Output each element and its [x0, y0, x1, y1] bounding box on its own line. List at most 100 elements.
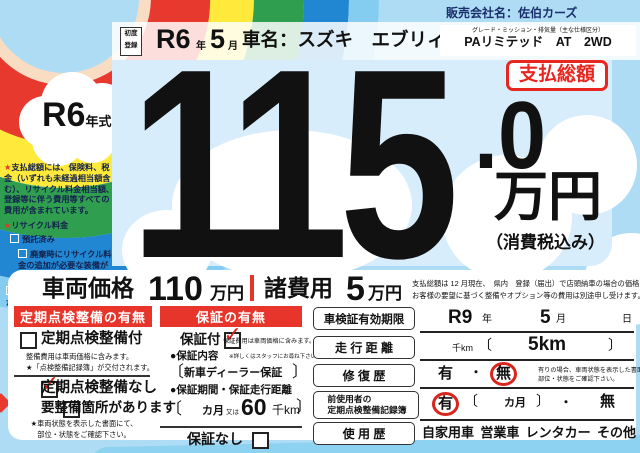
dot-separator: ・	[470, 365, 483, 379]
warranty-km-unit: 千km	[272, 403, 300, 417]
inspection-year-unit: 年	[482, 314, 492, 325]
bracket-open: 〔	[464, 393, 478, 409]
warranty-content-hint: ※詳しくはスタッフにお尋ね下さい。	[229, 354, 322, 360]
maintenance-header: 定期点検整備の有無	[14, 306, 152, 327]
dealer-name: 佐伯カーズ	[518, 6, 578, 20]
warranty-with-checkbox[interactable]	[223, 324, 242, 349]
warranty-header: 保証の有無	[160, 306, 302, 327]
main-price-panel	[112, 60, 637, 290]
title-band: 初度 登録 R6 年 5 月 車名：スズキ エブリィ グレード・ミッション・排気…	[112, 22, 640, 60]
inspection-month-unit: 月	[556, 314, 566, 325]
warranty-period-or: 又は	[226, 409, 239, 416]
details-panel: 車両価格 110 万円 諸費用 5 万円 支払総額は 12 月現在、 県内 登録…	[8, 270, 640, 449]
price-unit: 万円	[494, 167, 602, 227]
maintenance-needed-label: 要整備箇所があります	[41, 400, 176, 415]
maintenance-without-label: 定期点検整備なし	[41, 380, 157, 396]
warranty-with-label: 保証付	[180, 332, 221, 347]
dot-separator: ・	[560, 395, 573, 409]
usage-option: レンタカー	[525, 425, 591, 440]
repair-history-label: 修 復 歴	[313, 364, 415, 387]
mileage-label: 走 行 距 離	[313, 336, 415, 359]
record-month-unit: カ月	[504, 397, 526, 409]
warranty-content-value: 新車ディーラー保証	[184, 367, 283, 379]
divider	[420, 419, 634, 421]
vehicle-price-unit: 万円	[210, 284, 244, 303]
warranty-period-month-unit: カ月	[202, 405, 224, 417]
fees-value: 5	[346, 270, 365, 308]
total-payment-note: ★支払総額には、保険料、税金（いずれも未経過相当額含む）、リサイクル料金相当額、…	[4, 163, 115, 216]
vehicle-price-value: 110	[148, 270, 203, 308]
maintenance-needed-note: ★車両状態を表示した書面にて、 部位・状態をご確認下さい。	[30, 419, 138, 439]
bracket-close: 〕	[608, 337, 622, 353]
price-amount-integer: 115	[130, 14, 459, 315]
usage-options: 自家用車 営業車 レンタカー その他	[422, 426, 636, 439]
fees-unit: 万円	[368, 284, 402, 303]
reg-month: 5	[210, 24, 226, 54]
bracket-close: 〕	[292, 364, 309, 381]
record-yes: 有	[432, 392, 460, 416]
model-year-value: R6	[42, 96, 86, 134]
maintenance-with-checkbox[interactable]	[20, 332, 37, 349]
dealer-line: 販売会社名：佐伯カーズ	[446, 7, 577, 19]
mileage-value: 5km	[528, 334, 567, 355]
first-reg-line2: 登録	[124, 42, 138, 50]
bracket-close: 〕	[536, 393, 550, 409]
warranty-with-note: 保証費用は車両価格に含みます。	[223, 338, 316, 345]
bracket-open: 〔	[478, 337, 492, 353]
bracket-open: 〔	[168, 364, 185, 381]
recycle-add-equipment-checkbox[interactable]	[18, 248, 27, 258]
grade-caption: グレード・ミッション・排気量（主な仕様区分）	[471, 28, 604, 34]
repair-note: 有りの場合、車両状態を表示した書面にて、 部位・状態をご確認下さい。	[538, 367, 640, 384]
bracket-close: 〕	[296, 399, 313, 416]
reg-year-unit: 年	[196, 41, 206, 52]
grade-value: PAリミテッド AT 2WD	[464, 35, 612, 49]
vehicle-price-label: 車両価格	[42, 275, 134, 301]
recycle-deposited-checkbox[interactable]	[10, 233, 19, 243]
maintenance-with-note: 整備費用は車両価格に含みます。 ★「点検整備記録簿」が交付されます。	[26, 352, 154, 372]
warranty-km-value: 60	[241, 394, 267, 420]
car-name: 車名：スズキ エブリィ	[242, 29, 446, 50]
repair-yes: 有	[438, 365, 454, 382]
warranty-without-label: 保証なし	[187, 431, 243, 447]
inspection-month: 5	[540, 307, 551, 328]
divider	[160, 426, 302, 428]
usage-option: その他	[596, 425, 636, 440]
grade-box: グレード・ミッション・排気量（主な仕様区分） PAリミテッド AT 2WD	[440, 25, 636, 56]
bracket-open: 〔	[166, 401, 183, 418]
inspection-day-unit: 日	[622, 314, 632, 325]
price-conditions-note: 支払総額は 12 月現在、 県内 登録（届出）で店頭納車の場合の価格です。 お客…	[412, 279, 640, 300]
star-icon: ★	[4, 163, 12, 172]
reg-year: R6	[156, 24, 191, 54]
mileage-prefix: 千km	[452, 343, 473, 353]
fees-label: 諸費用	[264, 275, 333, 301]
maintenance-with-label: 定期点検整備付	[41, 331, 143, 347]
price-amount-decimal: .0	[474, 82, 547, 189]
warranty-period-label: ●保証期間・保証走行距離	[170, 384, 292, 396]
tax-included-note: （消費税込み）	[486, 233, 605, 252]
inspection-year: R9	[448, 307, 473, 328]
reg-month-unit: 月	[228, 41, 238, 52]
recycle-fee-title: ★リサイクル料金	[4, 221, 69, 231]
repair-no: 無	[490, 362, 518, 386]
dealer-label: 販売会社名：	[446, 6, 519, 20]
recycle-deposited-row: 預託済み	[10, 233, 116, 246]
warranty-without-checkbox[interactable]	[251, 432, 269, 449]
usage-history-label: 使 用 歴	[313, 422, 415, 445]
previous-owner-record-label: 前使用者の 定期点検整備記録簿	[313, 391, 419, 419]
first-registration-badge: 初度 登録	[120, 27, 142, 56]
record-no: 無	[600, 393, 616, 410]
model-year-suffix: 年式	[85, 114, 112, 129]
divider	[14, 375, 150, 377]
warranty-content-label: ●保証内容	[170, 350, 219, 362]
first-reg-line1: 初度	[124, 30, 138, 37]
usage-option: 営業車	[480, 425, 520, 440]
star-icon: ★	[4, 221, 12, 231]
divider	[420, 359, 634, 361]
model-year: R6年式	[42, 98, 111, 132]
divider	[420, 331, 634, 333]
maintenance-without-checkbox[interactable]	[40, 373, 59, 398]
total-payment-badge: 支払総額	[506, 60, 609, 91]
maintenance-needed-checkbox[interactable]	[62, 401, 80, 418]
divider	[420, 387, 634, 389]
